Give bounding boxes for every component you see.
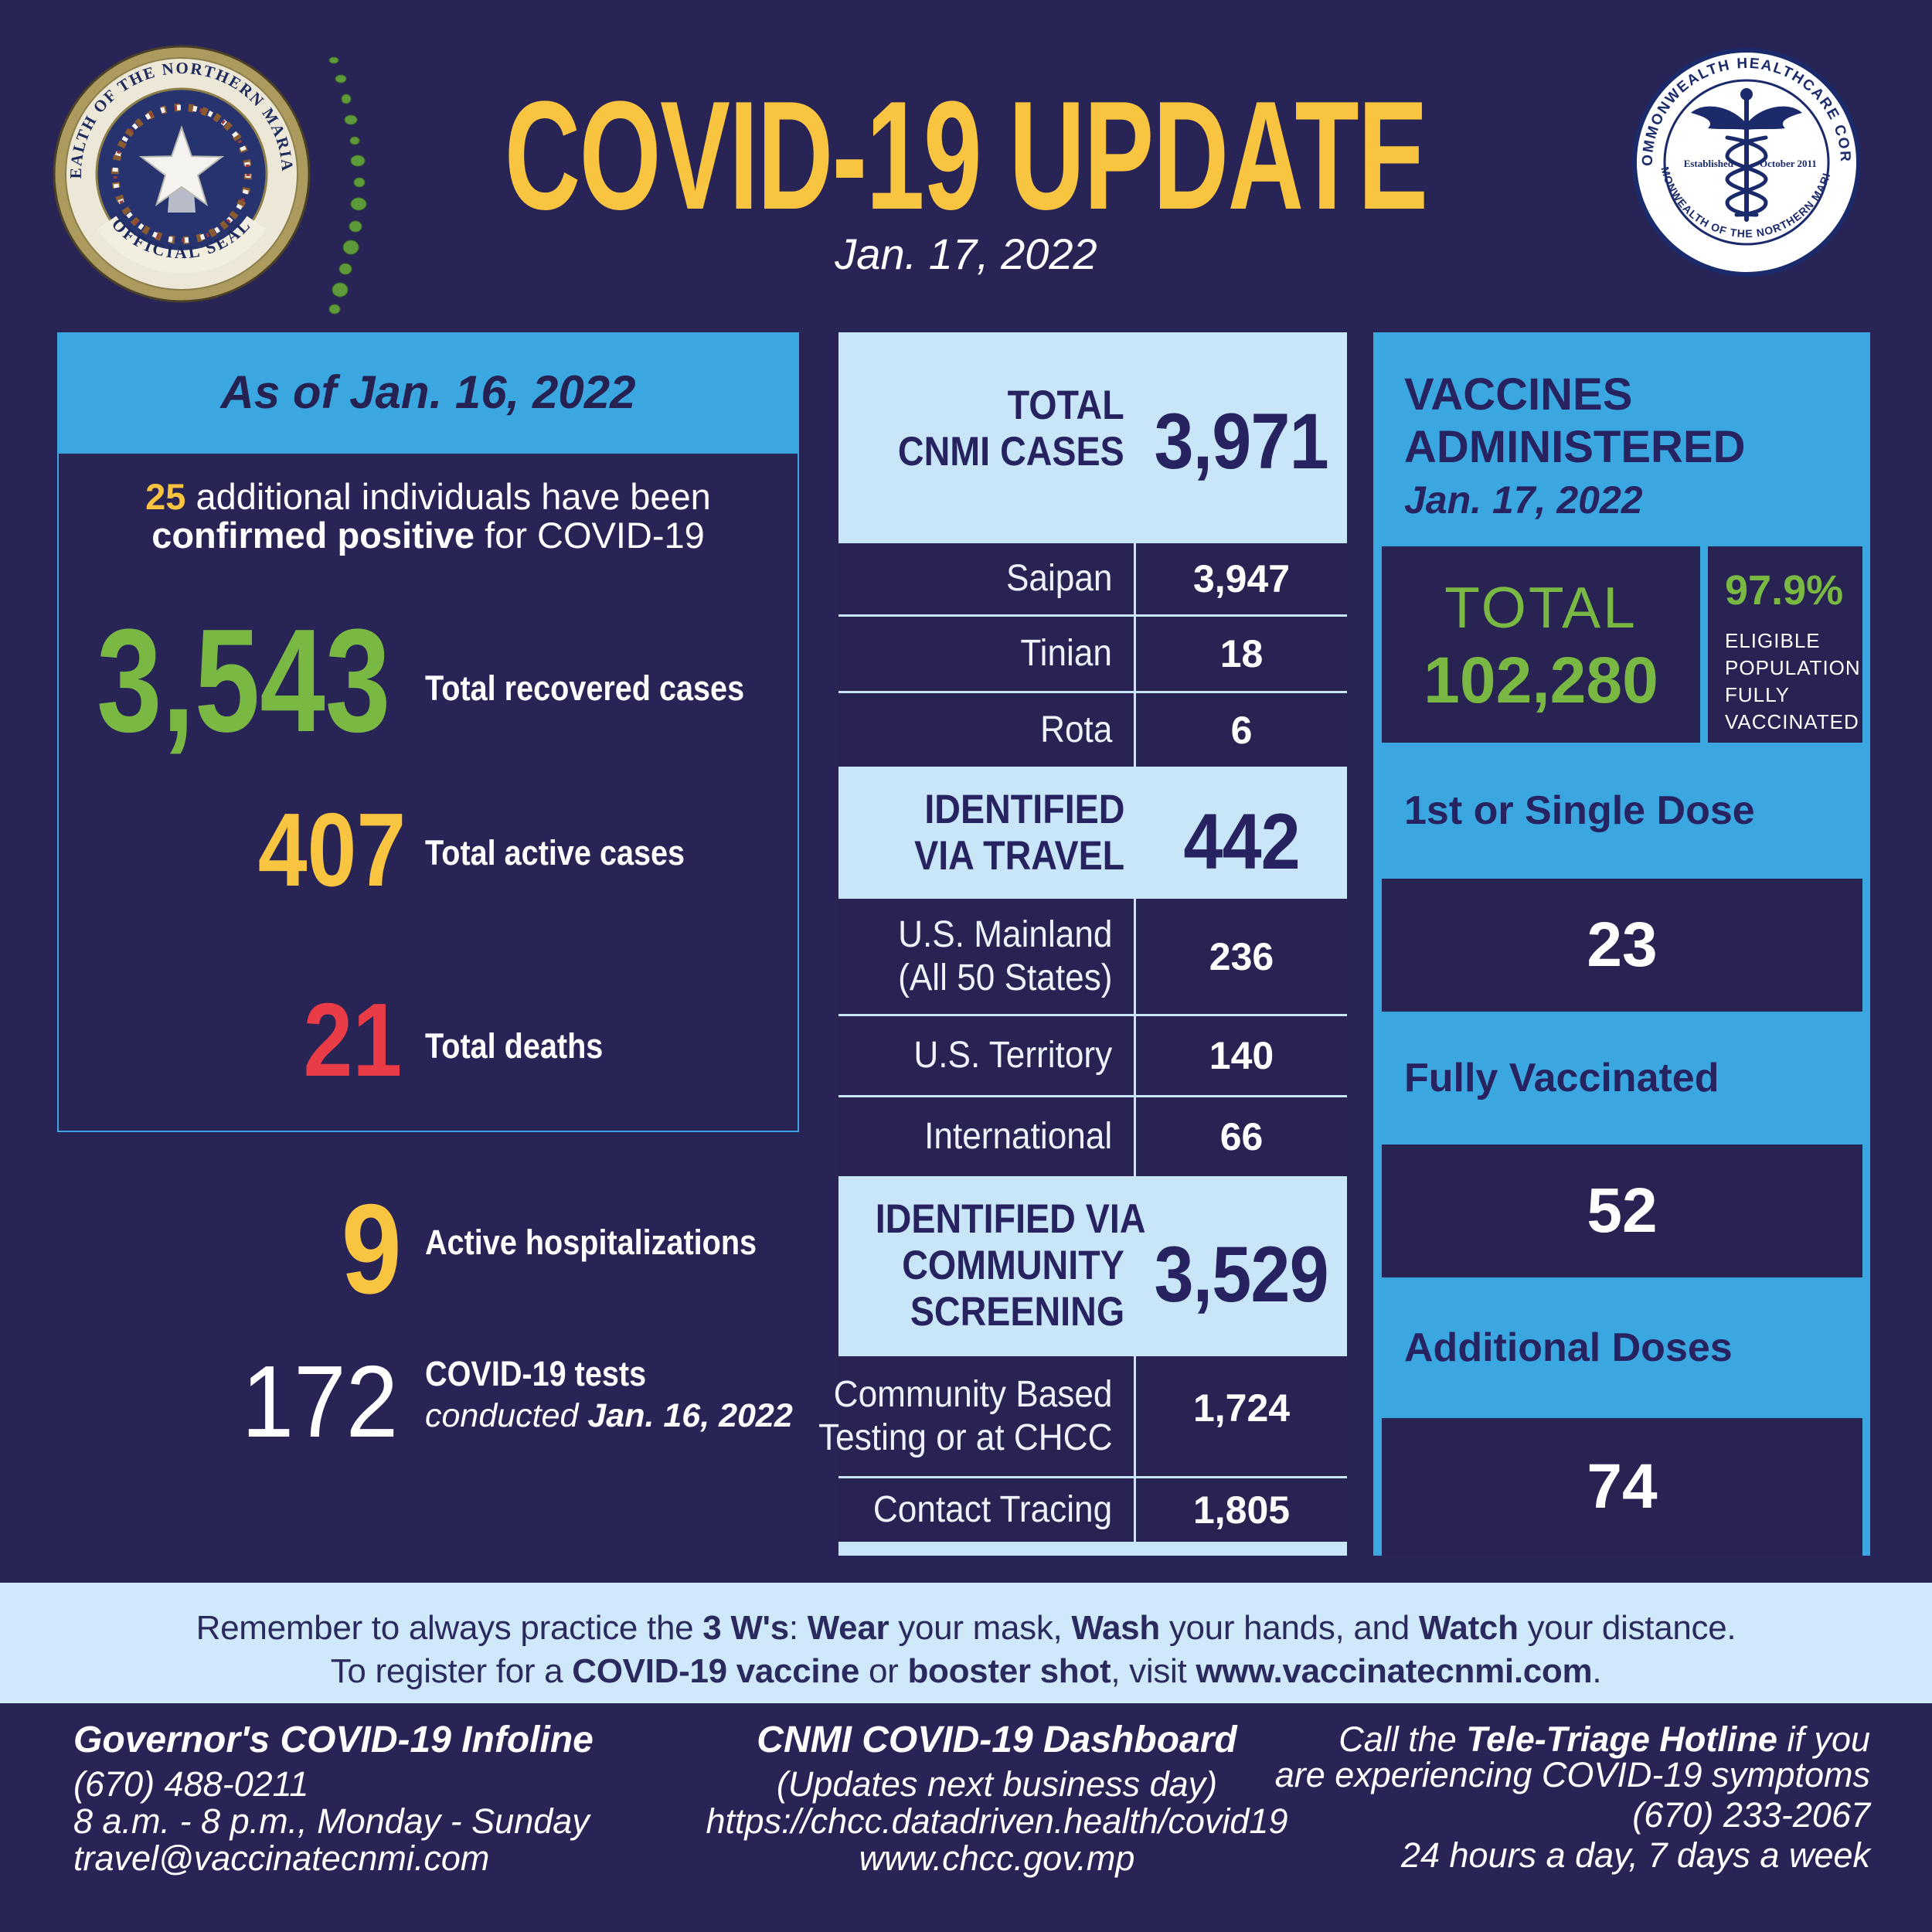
hotline-line-2: are experiencing COVID-19 symptoms bbox=[1274, 1755, 1870, 1794]
active-label: Total active cases bbox=[425, 833, 685, 872]
row-value: 236 bbox=[1209, 934, 1274, 978]
reminder-banner: Remember to always practice the 3 W's: W… bbox=[0, 1583, 1932, 1703]
active-count: 407 bbox=[257, 791, 406, 908]
row-label: Tinian bbox=[1020, 633, 1112, 674]
star-icon bbox=[138, 124, 225, 206]
chcc-logo: COMMONWEALTH HEALTHCARE CORP. COMMONWEAL… bbox=[1631, 46, 1861, 277]
row-value: 1,805 bbox=[1192, 1488, 1291, 1532]
hospitalizations-label: Active hospitalizations bbox=[425, 1223, 757, 1262]
hotline-block: Call the Tele-Triage Hotline if you are … bbox=[1236, 1722, 1870, 1915]
tests-label: COVID-19 tests bbox=[425, 1354, 647, 1393]
infoline-block: Governor's COVID-19 Infoline (670) 488-0… bbox=[73, 1722, 661, 1915]
screening-label: IDENTIFIED VIA COMMUNITY SCREENING bbox=[875, 1196, 1146, 1335]
row-label: Community Based Testing or at CHCC bbox=[818, 1373, 1112, 1458]
dashboard-block: CNMI COVID-19 Dashboard (Updates next bu… bbox=[703, 1722, 1291, 1915]
infoline-hours: 8 a.m. - 8 p.m., Monday - Sunday bbox=[73, 1801, 590, 1841]
table-row-contact-tracing: Contact Tracing 1,805 bbox=[838, 1478, 1347, 1542]
dose-band-fully-vaccinated: Fully Vaccinated bbox=[1373, 1012, 1870, 1145]
report-date: Jan. 17, 2022 bbox=[835, 230, 1097, 278]
tests-note: conducted Jan. 16, 2022 bbox=[425, 1397, 793, 1434]
deaths-count: 21 bbox=[303, 981, 402, 1098]
dose-count-additional: 74 bbox=[1382, 1418, 1862, 1556]
islands-chain-icon bbox=[328, 56, 367, 315]
infoline-title: Governor's COVID-19 Infoline bbox=[73, 1719, 594, 1760]
total-cases-value: 3,971 bbox=[1154, 397, 1329, 485]
total-cases-label: TOTAL CNMI CASES bbox=[898, 383, 1124, 474]
row-label: Rota bbox=[1039, 709, 1112, 750]
hotline-phone: (670) 233-2067 bbox=[1632, 1795, 1870, 1835]
as-of-date-band: As of Jan. 16, 2022 bbox=[57, 332, 799, 452]
row-value: 140 bbox=[1209, 1034, 1274, 1077]
deaths-label: Total deaths bbox=[425, 1026, 604, 1066]
row-label: Contact Tracing bbox=[872, 1489, 1112, 1530]
chcc-est-left: Established bbox=[1684, 158, 1734, 169]
row-value: 3,947 bbox=[1192, 557, 1291, 600]
recovered-label: Total recovered cases bbox=[425, 668, 745, 708]
vaccines-total-value: 102,280 bbox=[1423, 644, 1658, 716]
hospitalizations-count: 9 bbox=[341, 1178, 402, 1320]
cnmi-official-seal: COMMONWEALTH OF THE NORTHERN MARIANA ISL… bbox=[46, 39, 367, 315]
table-row-rota: Rota 6 bbox=[838, 693, 1347, 767]
vaccines-title-line1: VACCINES bbox=[1404, 369, 1633, 420]
banner-line-2: To register for a COVID-19 vaccine or bo… bbox=[330, 1652, 1602, 1690]
vaccines-total-label: TOTAL bbox=[1444, 575, 1638, 640]
row-value: 66 bbox=[1219, 1115, 1264, 1158]
infoline-email: travel@vaccinatecnmi.com bbox=[73, 1838, 490, 1878]
hotline-hours: 24 hours a day, 7 days a week bbox=[1400, 1835, 1870, 1875]
tests-count: 172 bbox=[241, 1345, 398, 1458]
table-row-us-mainland: U.S. Mainland (All 50 States) 236 bbox=[838, 899, 1347, 1014]
pct-fully-vaccinated: 97.9% bbox=[1725, 567, 1844, 614]
table-row-international: International 66 bbox=[838, 1097, 1347, 1176]
infoline-phone: (670) 488-0211 bbox=[73, 1764, 309, 1804]
row-value: 1,724 bbox=[1192, 1386, 1291, 1430]
dose-band-first-single: 1st or Single Dose bbox=[1373, 743, 1870, 879]
dashboard-url-2: www.chcc.gov.mp bbox=[859, 1838, 1135, 1878]
dashboard-title: CNMI COVID-19 Dashboard bbox=[757, 1719, 1237, 1760]
new-cases-count: 25 bbox=[145, 476, 186, 517]
dose-count-first-single: 23 bbox=[1382, 879, 1862, 1012]
table-row-community-testing: Community Based Testing or at CHCC 1,724 bbox=[818, 1356, 1347, 1476]
banner-line-1: Remember to always practice the 3 W's: W… bbox=[196, 1609, 1736, 1647]
table-row-tinian: Tinian 18 bbox=[838, 617, 1347, 691]
vaccines-pct-box: 97.9% ELIGIBLE POPULATION FULLY VACCINAT… bbox=[1708, 546, 1862, 743]
summary-box bbox=[57, 452, 799, 1132]
hotline-line-1: Call the Tele-Triage Hotline if you bbox=[1338, 1719, 1870, 1759]
row-label: U.S. Territory bbox=[913, 1035, 1112, 1076]
new-cases-text: 25 additional individuals have been conf… bbox=[145, 476, 711, 556]
vaccines-title-line2: ADMINISTERED bbox=[1404, 422, 1746, 472]
dashboard-url: https://chcc.datadriven.health/covid19 bbox=[706, 1801, 1288, 1841]
dose-count-fully-vaccinated: 52 bbox=[1382, 1145, 1862, 1277]
chcc-est-right: October 2011 bbox=[1760, 158, 1817, 169]
travel-label: IDENTIFIED VIA TRAVEL bbox=[913, 787, 1124, 879]
dose-band-additional: Additional Doses bbox=[1373, 1277, 1870, 1418]
row-label: U.S. Mainland (All 50 States) bbox=[897, 913, 1112, 998]
row-value: 18 bbox=[1219, 632, 1264, 675]
pct-caption: ELIGIBLE POPULATION FULLY VACCINATED bbox=[1725, 629, 1861, 733]
row-value: 6 bbox=[1230, 708, 1253, 752]
screening-value: 3,529 bbox=[1154, 1230, 1329, 1318]
row-label: International bbox=[923, 1116, 1112, 1157]
table-row-saipan: Saipan 3,947 bbox=[838, 543, 1347, 614]
page-title: COVID-19 UPDATE bbox=[505, 70, 1428, 242]
dashboard-note: (Updates next business day) bbox=[776, 1764, 1218, 1804]
row-label: Saipan bbox=[1005, 558, 1112, 599]
table-row-us-territory: U.S. Territory 140 bbox=[838, 1016, 1347, 1095]
vaccines-total-box: TOTAL 102,280 bbox=[1382, 546, 1700, 743]
caduceus-icon bbox=[1691, 88, 1802, 222]
vaccines-date: Jan. 17, 2022 bbox=[1404, 478, 1643, 522]
travel-value: 442 bbox=[1183, 798, 1300, 886]
recovered-count: 3,543 bbox=[97, 599, 391, 763]
